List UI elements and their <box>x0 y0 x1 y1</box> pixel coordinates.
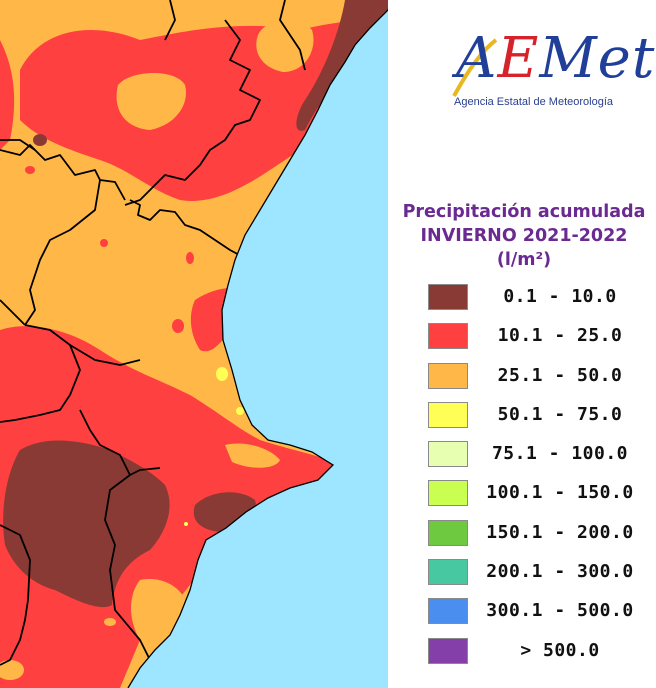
red-spot-2 <box>172 319 184 333</box>
legend-item: 0.1 - 10.0 <box>428 282 648 321</box>
legend-swatch <box>428 519 468 546</box>
yellow-spot-2 <box>236 407 244 415</box>
legend-swatch <box>428 480 468 507</box>
legend-swatch <box>428 401 468 428</box>
agency-name: Agencia Estatal de Meteorología <box>454 96 613 108</box>
legend-item: 100.1 - 150.0 <box>428 478 648 517</box>
red-region-west <box>0 40 15 150</box>
legend-swatch <box>428 284 468 310</box>
legend-swatch <box>428 559 468 586</box>
precipitation-map <box>0 0 388 688</box>
legend-item: 75.1 - 100.0 <box>428 439 648 478</box>
legend-label: 75.1 - 100.0 <box>491 443 629 465</box>
legend-swatch <box>428 637 468 664</box>
legend-item: 300.1 - 500.0 <box>428 596 648 635</box>
aemet-logo: AEMet Agencia Estatal de Meteorología <box>428 18 654 118</box>
red-spot-3 <box>186 252 194 264</box>
title-unit: (l/m²) <box>496 250 552 270</box>
logo-wordmark: AEMet <box>456 24 655 94</box>
legend-swatch <box>428 323 468 350</box>
legend-item: 200.1 - 300.0 <box>428 557 648 596</box>
legend-label: > 500.0 <box>520 639 600 661</box>
legend-label: 25.1 - 50.0 <box>497 364 623 386</box>
orange-pocket-4 <box>225 443 280 468</box>
yellow-spot-1 <box>216 367 228 381</box>
map-svg <box>0 0 388 688</box>
logo-swoosh-icon <box>452 38 498 97</box>
title-line-2: INVIERNO 2021-2022 <box>420 226 628 246</box>
logo-letter-a: A <box>456 26 498 91</box>
orange-spot-2 <box>104 618 116 626</box>
logo-letter-e: E <box>497 26 540 91</box>
province-borders <box>0 0 306 666</box>
legend-item: 25.1 - 50.0 <box>428 361 648 400</box>
red-spot-4 <box>100 239 108 247</box>
legend-label: 300.1 - 500.0 <box>486 600 634 622</box>
logo-letters-met: Met <box>539 26 656 91</box>
yellow-spot-3 <box>184 522 188 526</box>
legend-label: 150.1 - 200.0 <box>486 521 634 543</box>
legend-item: 50.1 - 75.0 <box>428 400 648 439</box>
orange-pocket-1 <box>116 72 186 130</box>
legend-item: > 500.0 <box>428 636 648 675</box>
legend-label: 10.1 - 25.0 <box>497 325 623 347</box>
orange-pocket-2 <box>256 20 314 72</box>
legend-label: 50.1 - 75.0 <box>497 403 623 425</box>
legend: 0.1 - 10.0 10.1 - 25.0 25.1 - 50.0 50.1 - 7… <box>428 282 648 675</box>
legend-swatch <box>428 598 468 625</box>
red-spot-5 <box>25 166 35 174</box>
red-spot-1 <box>84 110 100 122</box>
brown-spot-1 <box>33 134 47 146</box>
brown-region-southwest <box>3 440 170 608</box>
map-title: Precipitación acumulada INVIERNO 2021-20… <box>392 200 656 272</box>
coastline <box>127 8 388 688</box>
orange-spot-1 <box>0 660 24 680</box>
legend-swatch <box>428 362 468 389</box>
legend-item: 150.1 - 200.0 <box>428 518 648 557</box>
legend-swatch <box>428 441 468 468</box>
legend-item: 10.1 - 25.0 <box>428 321 648 360</box>
legend-label: 100.1 - 150.0 <box>486 482 634 504</box>
legend-label: 0.1 - 10.0 <box>503 286 617 307</box>
legend-label: 200.1 - 300.0 <box>486 561 634 583</box>
title-line-1: Precipitación acumulada <box>402 202 646 222</box>
